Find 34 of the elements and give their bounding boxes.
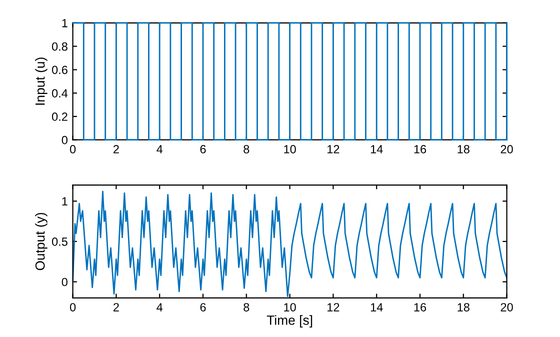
y-tick-label: 0.5 <box>52 237 68 246</box>
x-tick-label: 8 <box>244 145 250 154</box>
y-axis-title: Input (u) <box>35 58 48 105</box>
x-tick-label: 18 <box>458 303 470 312</box>
x-tick-label: 12 <box>328 145 340 154</box>
x-tick-label: 2 <box>114 303 119 312</box>
x-tick-label: 20 <box>500 303 513 312</box>
x-tick-label: 10 <box>284 145 296 154</box>
x-tick-label: 16 <box>414 145 426 154</box>
y-tick-label: 1 <box>62 19 68 28</box>
x-tick-label: 14 <box>370 145 383 154</box>
x-tick-label: 6 <box>200 303 206 312</box>
x-tick-label: 14 <box>370 303 383 312</box>
x-tick-label: 4 <box>156 303 163 312</box>
x-tick-label: 4 <box>156 145 163 154</box>
y-tick-label: 0.6 <box>52 66 68 74</box>
x-tick-label: 20 <box>500 145 513 154</box>
y-tick-label: 0 <box>62 136 68 144</box>
x-tick-label: 16 <box>414 303 426 312</box>
x-tick-label: 12 <box>328 303 340 312</box>
x-axis-title: Time [s] <box>266 315 312 328</box>
x-tick-label: 0 <box>70 145 76 154</box>
y-tick-label: 0.2 <box>52 112 68 121</box>
y-tick-label: 0.4 <box>52 89 68 98</box>
x-tick-label: 6 <box>200 145 206 154</box>
x-tick-label: 18 <box>458 145 470 154</box>
x-tick-label: 2 <box>114 145 119 154</box>
x-tick-label: 8 <box>244 303 250 312</box>
y-tick-label: 0 <box>62 278 68 286</box>
y-tick-label: 0.8 <box>52 42 68 51</box>
y-tick-label: 1 <box>62 197 68 206</box>
y-axis-title: Output (y) <box>35 212 48 270</box>
x-tick-label: 0 <box>70 303 76 312</box>
x-tick-label: 10 <box>284 303 296 312</box>
